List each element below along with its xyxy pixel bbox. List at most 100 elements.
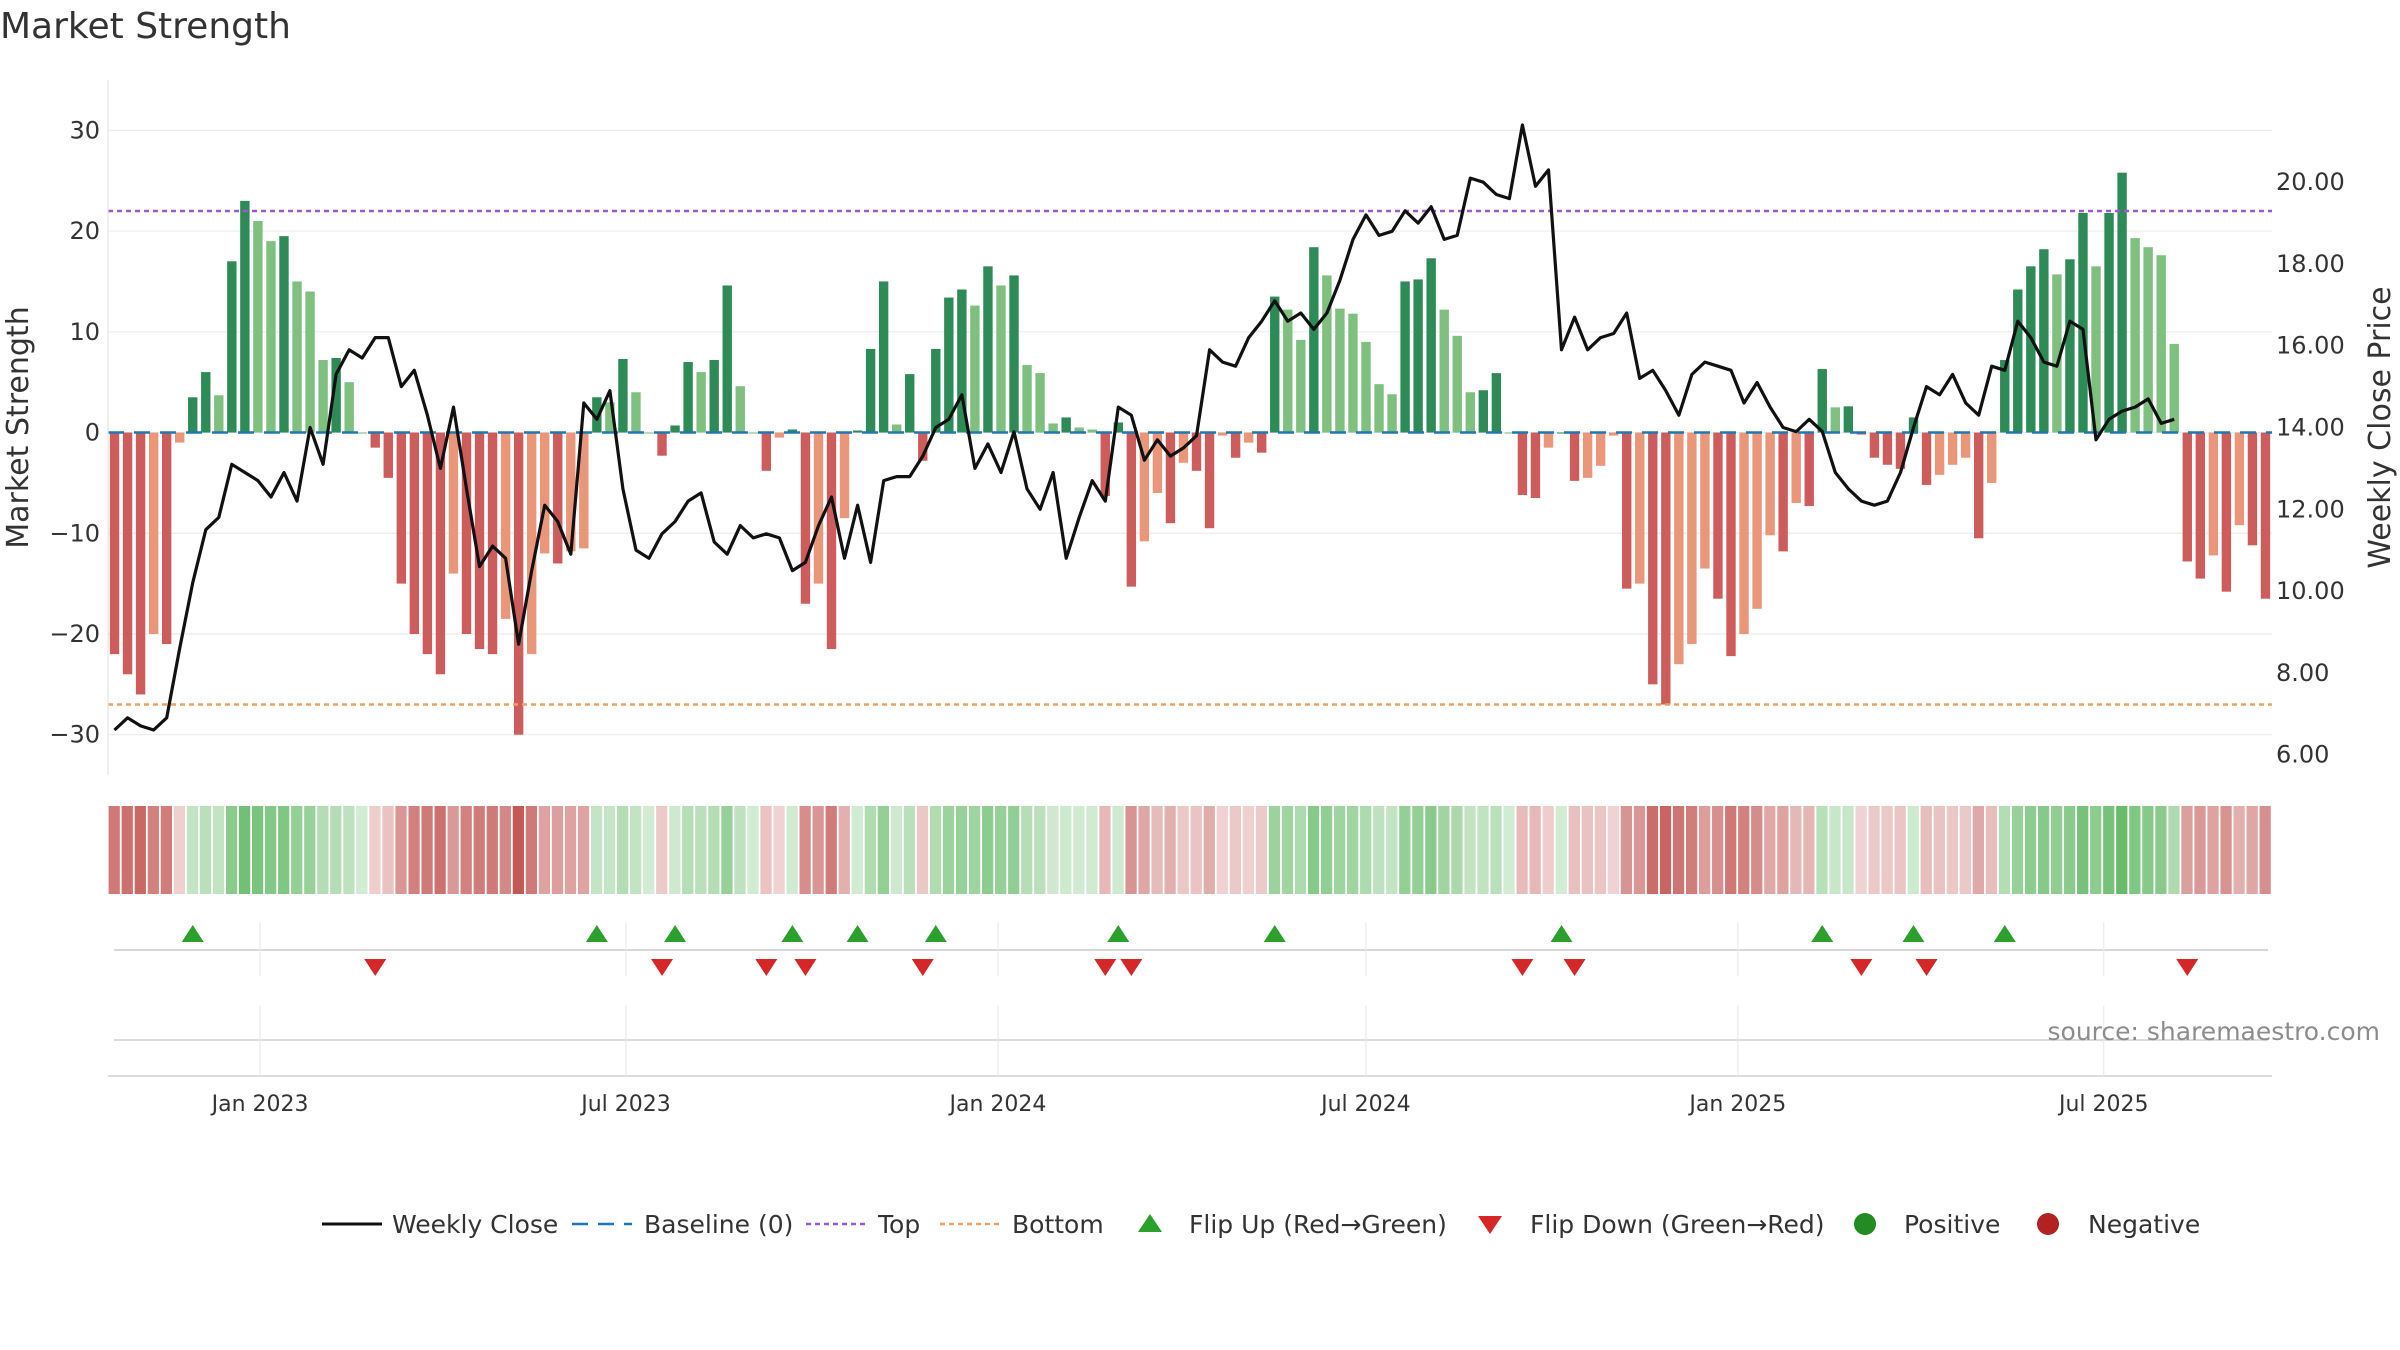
flip-down-marker <box>1563 959 1586 976</box>
strength-bar <box>1113 422 1123 433</box>
strip-cell <box>225 806 238 894</box>
strength-bar <box>2117 172 2127 433</box>
strength-bar <box>2208 432 2219 556</box>
y-tick-label: −10 <box>49 519 100 547</box>
strip-cell <box>1125 806 1137 894</box>
strength-bar <box>2039 249 2049 433</box>
strength-bar <box>1400 281 1410 433</box>
strip-cell <box>2090 806 2102 894</box>
flip-up-marker <box>585 925 608 942</box>
strip-cell <box>1190 806 1202 894</box>
strength-bar <box>1048 423 1058 433</box>
flip-markers-panel <box>108 922 2272 1077</box>
strip-cell <box>291 806 303 894</box>
strength-bar <box>1413 279 1423 433</box>
strip-cell <box>1972 806 1985 894</box>
flip-down-marker <box>794 959 817 976</box>
y-tick-label: 20 <box>69 217 100 245</box>
flip-up-marker <box>1811 925 1834 942</box>
strip-cell <box>551 806 564 894</box>
strength-bar <box>1204 432 1215 529</box>
strength-bar <box>2052 274 2062 433</box>
strength-bar <box>579 432 589 549</box>
strip-cell <box>1047 806 1059 894</box>
strip-cell <box>2168 806 2180 894</box>
strip-cell <box>812 806 824 894</box>
strength-bar <box>1035 373 1045 433</box>
strength-bar <box>2247 432 2258 546</box>
strength-bar <box>1009 275 1019 433</box>
strip-cell <box>1712 806 1724 894</box>
strength-bar <box>1569 432 1580 481</box>
strip-cell <box>2037 806 2050 894</box>
strength-bar <box>1713 432 1723 599</box>
strength-bar <box>983 266 993 433</box>
flip-down-marker <box>1094 959 1117 976</box>
strength-bar <box>2065 259 2075 433</box>
axes: 30 20 10 0 −10 −20 −30 20.00 18.00 16.00 14.00 12.0… <box>1 80 2398 775</box>
x-tick-label: Jan 2023 <box>210 1092 309 1117</box>
strength-bar <box>1843 406 1854 433</box>
strength-bar <box>2260 432 2271 599</box>
y-tick-label: −20 <box>49 620 100 648</box>
strip-cell <box>995 806 1007 894</box>
strength-bar <box>435 432 446 675</box>
legend-label: Flip Down (Green→Red) <box>1530 1210 1825 1239</box>
strip-cell <box>212 806 225 894</box>
strip-cell <box>199 806 212 894</box>
flip-down-marker <box>911 959 934 976</box>
strength-bar <box>1465 392 1475 433</box>
strength-bar <box>1296 339 1306 433</box>
strength-bar <box>839 432 850 519</box>
strength-bar <box>1152 432 1163 493</box>
strength-bar <box>566 432 576 552</box>
strip-cell <box>1412 806 1424 894</box>
strength-bar <box>240 200 250 433</box>
strength-bar <box>1517 432 1528 495</box>
strength-bar <box>761 432 772 471</box>
legend-label: Positive <box>1904 1210 2000 1239</box>
strip-cell <box>1229 806 1241 894</box>
strength-bar <box>1452 335 1462 433</box>
strength-bar <box>957 289 967 433</box>
flip-down-marker <box>755 959 778 976</box>
strength-bar <box>1960 432 1971 458</box>
strip-cell <box>2116 806 2128 894</box>
strength-bar <box>774 432 785 438</box>
strip-cell <box>682 806 694 894</box>
strength-bar <box>1322 275 1332 433</box>
strip-cell <box>2064 806 2076 894</box>
strength-bar <box>826 432 837 650</box>
strip-cell <box>1699 806 1711 894</box>
strength-bar <box>2078 212 2088 433</box>
y2-tick-label: 10.00 <box>2276 577 2345 605</box>
strip-cell <box>1021 806 1033 894</box>
strip-cell <box>982 806 994 894</box>
strength-bar <box>279 236 289 433</box>
strip-cell <box>929 806 942 894</box>
strength-bar <box>148 432 159 634</box>
strip-cell <box>1203 806 1215 894</box>
strip-cell <box>564 806 577 894</box>
strength-bar <box>201 372 211 433</box>
strip-cell <box>2246 806 2258 894</box>
strength-bar <box>331 358 341 433</box>
reference-lines <box>108 209 2272 706</box>
strength-bar <box>1100 432 1110 496</box>
legend-item-bottom: Bottom <box>940 1210 1104 1239</box>
strip-cell <box>278 806 290 894</box>
y-axis-label: Market Strength <box>1 306 36 548</box>
strength-bar <box>318 360 328 433</box>
strength-bar <box>1087 429 1097 433</box>
strength-bar <box>1804 432 1814 507</box>
strip-cell <box>1490 806 1502 894</box>
strip-cell <box>1320 806 1333 894</box>
strength-bar <box>592 397 602 433</box>
strength-bar <box>670 425 680 433</box>
y2-tick-label: 6.00 <box>2276 741 2329 769</box>
strength-bar <box>370 432 380 448</box>
strength-bar <box>748 432 758 434</box>
circle-icon <box>1854 1213 1876 1235</box>
triangle-up-icon <box>1138 1214 1162 1232</box>
